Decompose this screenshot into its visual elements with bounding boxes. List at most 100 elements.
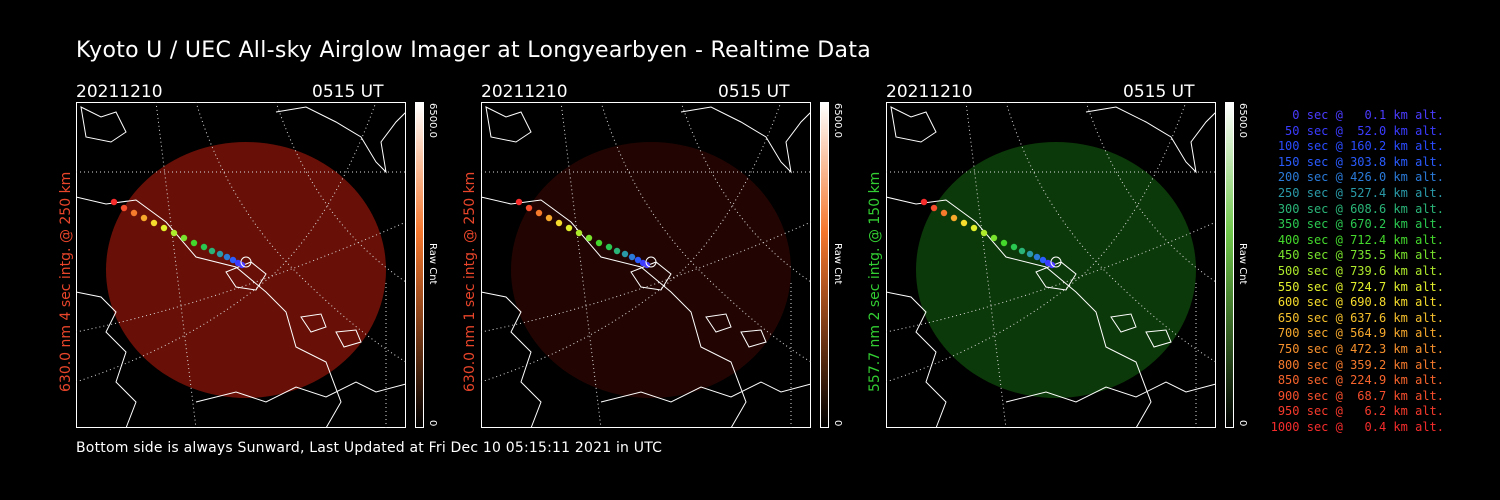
coastline [630, 261, 672, 291]
trajectory-point [595, 239, 603, 247]
panel-3-cbar-unit: Raw Cnt [1237, 243, 1248, 285]
panel-2-time: 0515 UT [718, 82, 790, 102]
coastline [225, 261, 267, 291]
panel-2-ylabel: 630.0 nm 1 sec intg. @ 250 km [462, 171, 478, 392]
trajectory-point [621, 250, 629, 258]
panel-2-colorbar [820, 102, 829, 428]
legend-row: 850 sec @ 224.9 km alt. [1270, 373, 1444, 388]
panel-2-image [481, 102, 811, 428]
panel-3-colorbar [1225, 102, 1234, 428]
trajectory-point [223, 253, 231, 261]
legend-row: 800 sec @ 359.2 km alt. [1270, 357, 1444, 372]
legend-row: 1000 sec @ 0.4 km alt. [1270, 419, 1444, 434]
page-title: Kyoto U / UEC All-sky Airglow Imager at … [76, 38, 872, 63]
panel-3-image [886, 102, 1216, 428]
panel-3-cbar-max: 6500.0 [1237, 103, 1248, 138]
coastline [195, 381, 406, 403]
panel-3-ylabel: 557.7 nm 2 sec intg. @ 150 km [867, 171, 883, 392]
legend-row: 950 sec @ 6.2 km alt. [1270, 404, 1444, 419]
airglow-disk [916, 142, 1196, 398]
legend-row: 400 sec @ 712.4 km alt. [1270, 232, 1444, 247]
coastline [80, 106, 127, 143]
trajectory-point [960, 219, 968, 227]
legend-row: 300 sec @ 608.6 km alt. [1270, 201, 1444, 216]
trajectory-point [980, 229, 988, 237]
trajectory-point [628, 253, 636, 261]
trajectory-point [216, 250, 224, 258]
coastline [740, 329, 767, 348]
panel-2-cbar-min: 0 [832, 420, 843, 427]
trajectory-point [930, 204, 938, 212]
panel-3-time: 0515 UT [1123, 82, 1195, 102]
coastline [1085, 106, 1216, 174]
coastline [1035, 261, 1077, 291]
panel-1-date: 20211210 [76, 82, 163, 102]
all-sky-map [886, 102, 1216, 428]
trajectory-point [545, 214, 553, 222]
panel-2-date: 20211210 [481, 82, 568, 102]
coastline [76, 291, 137, 428]
trajectory-point [565, 224, 573, 232]
panel-1-colorbar [415, 102, 424, 428]
legend-row: 650 sec @ 637.6 km alt. [1270, 310, 1444, 325]
all-sky-map [76, 102, 406, 428]
legend-row: 200 sec @ 426.0 km alt. [1270, 170, 1444, 185]
graticule-line [600, 102, 811, 363]
panel-1-image [76, 102, 406, 428]
trajectory-point [940, 209, 948, 217]
legend-row: 350 sec @ 670.2 km alt. [1270, 217, 1444, 232]
trajectory-point [208, 247, 216, 255]
trajectory-point [140, 214, 148, 222]
graticule-line [195, 102, 406, 363]
observatory-marker [240, 256, 252, 268]
trajectory-point [1039, 256, 1047, 264]
airglow-disk [106, 142, 386, 398]
trajectory-point [110, 198, 118, 206]
coastline [76, 196, 342, 428]
all-sky-map [481, 102, 811, 428]
legend-row: 550 sec @ 724.7 km alt. [1270, 279, 1444, 294]
trajectory-point [555, 219, 563, 227]
trajectory-point [575, 229, 583, 237]
panel-1-time: 0515 UT [312, 82, 384, 102]
graticule-line [560, 102, 602, 428]
legend-row: 50 sec @ 52.0 km alt. [1270, 123, 1444, 138]
trajectory-point [990, 234, 998, 242]
coastline [890, 106, 937, 143]
coastline [680, 106, 811, 174]
trajectory-point [613, 247, 621, 255]
coastline [705, 313, 732, 333]
trajectory-point [1033, 253, 1041, 261]
trajectory-point [200, 243, 208, 251]
legend-row: 0 sec @ 0.1 km alt. [1270, 108, 1444, 122]
coastline [886, 196, 1152, 428]
trajectory-point [605, 243, 613, 251]
legend-row: 750 sec @ 472.3 km alt. [1270, 341, 1444, 356]
coastline [335, 329, 362, 348]
legend-row: 450 sec @ 735.5 km alt. [1270, 248, 1444, 263]
coastline [300, 313, 327, 333]
trajectory-point [515, 198, 523, 206]
observatory-marker [1050, 256, 1062, 268]
trajectory-point [1026, 250, 1034, 258]
airglow-disk [511, 142, 791, 398]
coastline [600, 381, 811, 403]
trajectory-point [190, 239, 198, 247]
panel-2-cbar-unit: Raw Cnt [832, 243, 843, 285]
trajectory-point [535, 209, 543, 217]
trajectory-point [1018, 247, 1026, 255]
trajectory-point [1010, 243, 1018, 251]
panel-1-cbar-max: 6500.0 [427, 103, 438, 138]
legend-row: 600 sec @ 690.8 km alt. [1270, 295, 1444, 310]
legend-row: 500 sec @ 739.6 km alt. [1270, 263, 1444, 278]
panel-1-ylabel: 630.0 nm 4 sec intg. @ 250 km [58, 171, 74, 392]
coastline [481, 196, 747, 428]
legend-row: 100 sec @ 160.2 km alt. [1270, 139, 1444, 154]
coastline [485, 106, 532, 143]
legend-row: 900 sec @ 68.7 km alt. [1270, 388, 1444, 403]
trajectory-point [634, 256, 642, 264]
trajectory-point [525, 204, 533, 212]
panel-3-date: 20211210 [886, 82, 973, 102]
trajectory-point [970, 224, 978, 232]
trajectory-point [170, 229, 178, 237]
